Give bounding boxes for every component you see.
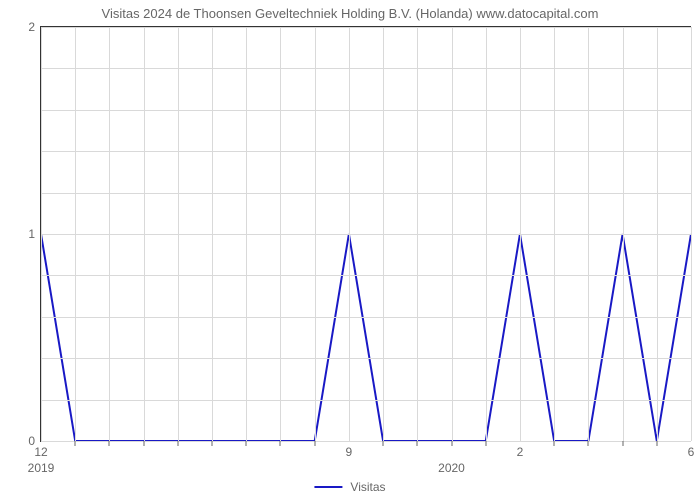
gridline-v bbox=[41, 27, 42, 441]
gridline-v bbox=[109, 27, 110, 441]
legend-line bbox=[314, 486, 342, 488]
x-tick-minor bbox=[622, 441, 623, 446]
gridline-v bbox=[144, 27, 145, 441]
x-tick-minor bbox=[588, 441, 589, 446]
gridline-v bbox=[349, 27, 350, 441]
gridline-v bbox=[212, 27, 213, 441]
gridline-h bbox=[41, 441, 691, 442]
x-year-label: 2019 bbox=[28, 441, 55, 475]
gridline-v bbox=[486, 27, 487, 441]
x-tick-minor bbox=[177, 441, 178, 446]
x-year-label: 2020 bbox=[438, 441, 465, 475]
x-tick-minor bbox=[656, 441, 657, 446]
x-tick-minor bbox=[143, 441, 144, 446]
x-tick-label: 6 bbox=[688, 441, 695, 459]
legend: Visitas bbox=[314, 480, 385, 494]
gridline-h-minor bbox=[41, 317, 691, 318]
y-tick-label: 1 bbox=[28, 227, 41, 241]
x-tick-minor bbox=[417, 441, 418, 446]
gridline-v bbox=[75, 27, 76, 441]
y-tick-label: 2 bbox=[28, 20, 41, 34]
chart-title: Visitas 2024 de Thoonsen Geveltechniek H… bbox=[0, 6, 700, 21]
gridline-v bbox=[315, 27, 316, 441]
x-tick-minor bbox=[109, 441, 110, 446]
gridline-v bbox=[657, 27, 658, 441]
gridline-h-minor bbox=[41, 193, 691, 194]
x-tick-minor bbox=[246, 441, 247, 446]
gridline-h bbox=[41, 27, 691, 28]
gridline-v bbox=[554, 27, 555, 441]
gridline-v bbox=[246, 27, 247, 441]
x-tick-minor bbox=[554, 441, 555, 446]
gridline-h-minor bbox=[41, 400, 691, 401]
x-tick-minor bbox=[314, 441, 315, 446]
x-tick-minor bbox=[280, 441, 281, 446]
gridline-v bbox=[280, 27, 281, 441]
plot-area: 0121292620192020 bbox=[40, 26, 691, 442]
gridline-h-minor bbox=[41, 275, 691, 276]
x-tick-minor bbox=[383, 441, 384, 446]
gridline-h-minor bbox=[41, 151, 691, 152]
gridline-h-minor bbox=[41, 110, 691, 111]
x-tick-minor bbox=[212, 441, 213, 446]
gridline-h-minor bbox=[41, 68, 691, 69]
gridline-v bbox=[588, 27, 589, 441]
x-tick-minor bbox=[75, 441, 76, 446]
gridline-h bbox=[41, 234, 691, 235]
gridline-h-minor bbox=[41, 358, 691, 359]
legend-label: Visitas bbox=[350, 480, 385, 494]
x-tick-label: 9 bbox=[346, 441, 353, 459]
gridline-v bbox=[452, 27, 453, 441]
x-tick-minor bbox=[485, 441, 486, 446]
gridline-v bbox=[383, 27, 384, 441]
gridline-v bbox=[178, 27, 179, 441]
gridline-v bbox=[417, 27, 418, 441]
gridline-v bbox=[691, 27, 692, 441]
gridline-v bbox=[520, 27, 521, 441]
gridline-v bbox=[623, 27, 624, 441]
chart-container: Visitas 2024 de Thoonsen Geveltechniek H… bbox=[0, 0, 700, 500]
x-tick-label: 2 bbox=[517, 441, 524, 459]
